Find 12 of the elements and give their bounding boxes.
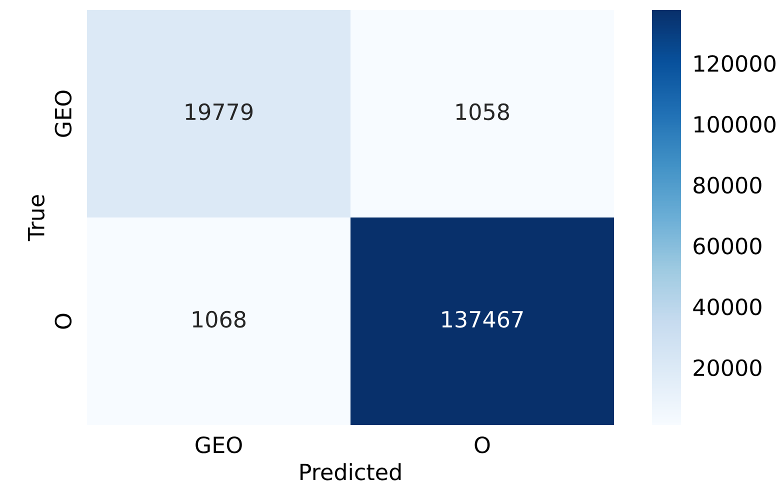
color-bar-label: 100000 <box>694 116 776 133</box>
color-bar-label: 80000 <box>694 176 762 194</box>
data-label: 1068 <box>192 310 246 328</box>
color-bar-label: 20000 <box>694 359 762 376</box>
data-label: 137467 <box>442 310 523 328</box>
data-label: 1058 <box>456 103 510 120</box>
color-bar-label: 60000 <box>694 238 762 254</box>
y-axis-title: True <box>28 195 45 242</box>
color-bar-label: 120000 <box>694 55 776 72</box>
x-axis-title: Predicted <box>300 463 401 480</box>
color-bar-label: 40000 <box>693 298 762 316</box>
data-label: 19779 <box>186 103 253 120</box>
